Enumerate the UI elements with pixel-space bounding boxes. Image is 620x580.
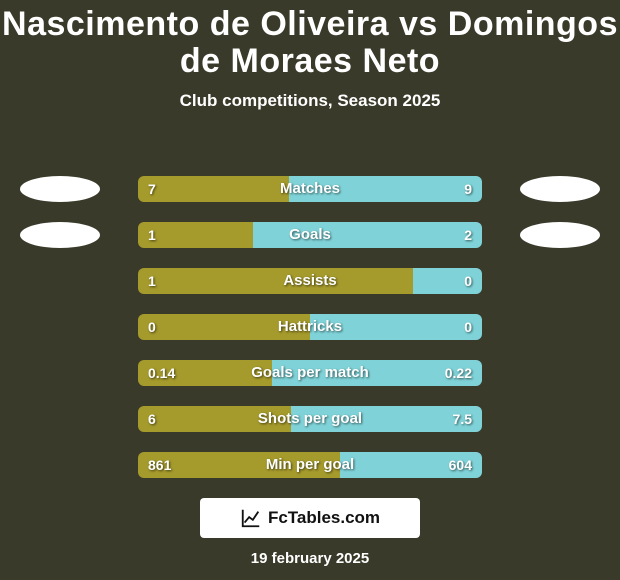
metric-row: 10Assists (0, 268, 620, 294)
bar-right (310, 314, 482, 340)
value-right: 0.22 (445, 360, 472, 386)
value-left: 1 (148, 268, 156, 294)
metric-row: 861604Min per goal (0, 452, 620, 478)
value-left: 1 (148, 222, 156, 248)
bar-track (138, 176, 482, 202)
metric-row: 79Matches (0, 176, 620, 202)
bar-right (253, 222, 482, 248)
page-title: Nascimento de Oliveira vs Domingos de Mo… (0, 0, 620, 81)
metric-row: 12Goals (0, 222, 620, 248)
brand-badge: FcTables.com (200, 498, 420, 538)
subtitle: Club competitions, Season 2025 (0, 91, 620, 111)
value-right: 2 (464, 222, 472, 248)
value-left: 7 (148, 176, 156, 202)
value-left: 0 (148, 314, 156, 340)
value-right: 604 (449, 452, 472, 478)
value-right: 0 (464, 268, 472, 294)
bar-left (138, 314, 310, 340)
bar-left (138, 176, 289, 202)
brand-text: FcTables.com (268, 508, 380, 528)
bar-track (138, 314, 482, 340)
metric-row: 0.140.22Goals per match (0, 360, 620, 386)
value-right: 0 (464, 314, 472, 340)
value-right: 9 (464, 176, 472, 202)
bar-track (138, 406, 482, 432)
value-left: 861 (148, 452, 171, 478)
chart-icon (240, 507, 262, 529)
bar-left (138, 268, 413, 294)
bar-left (138, 406, 291, 432)
comparison-infographic: Nascimento de Oliveira vs Domingos de Mo… (0, 0, 620, 580)
metric-row: 67.5Shots per goal (0, 406, 620, 432)
player-right-oval (520, 222, 600, 248)
player-left-oval (20, 222, 100, 248)
bar-track (138, 360, 482, 386)
value-left: 6 (148, 406, 156, 432)
bar-right (289, 176, 482, 202)
player-left-oval (20, 176, 100, 202)
value-right: 7.5 (453, 406, 472, 432)
value-left: 0.14 (148, 360, 175, 386)
footer-date: 19 february 2025 (0, 550, 620, 567)
metric-rows: 79Matches12Goals10Assists00Hattricks0.14… (0, 176, 620, 498)
bar-track (138, 452, 482, 478)
player-right-oval (520, 176, 600, 202)
metric-row: 00Hattricks (0, 314, 620, 340)
bar-track (138, 268, 482, 294)
bar-track (138, 222, 482, 248)
